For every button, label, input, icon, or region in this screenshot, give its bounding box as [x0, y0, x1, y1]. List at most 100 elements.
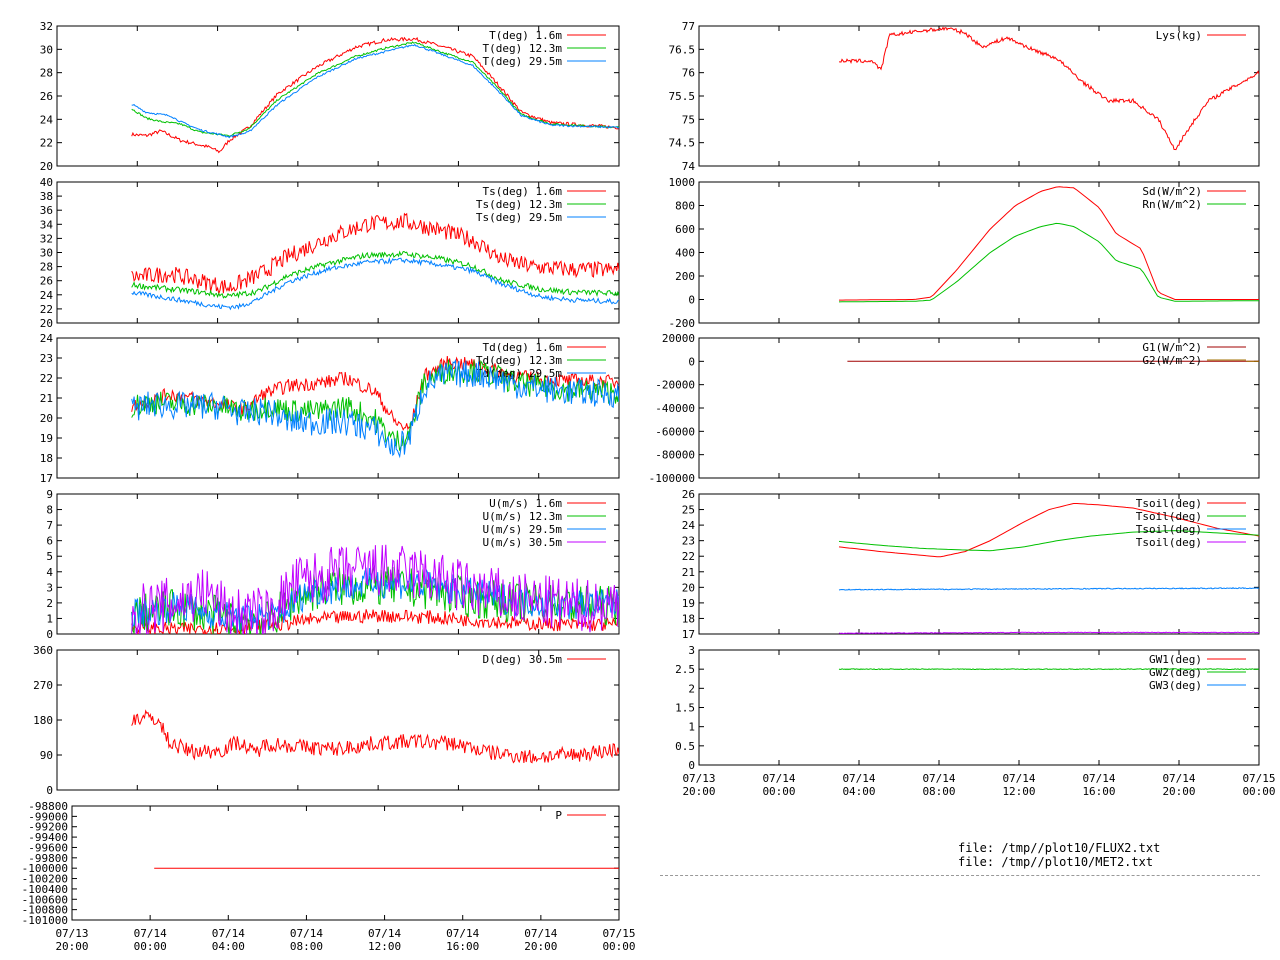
gw-xtick-date: 07/15: [1242, 772, 1275, 785]
soilflux-ytick-label: -80000: [655, 449, 695, 462]
gw-xtick-date: 07/14: [842, 772, 875, 785]
rad-ytick-label: 1000: [669, 176, 696, 189]
wind-ytick-label: 6: [46, 535, 53, 548]
pres-xtick-time: 08:00: [290, 940, 323, 953]
dir-ytick-label: 90: [40, 749, 53, 762]
temp-ytick-label: 28: [40, 67, 53, 80]
tsoil-ytick-label: 26: [682, 488, 695, 501]
pres-xtick-date: 07/14: [212, 927, 245, 940]
wind-ytick-label: 7: [46, 519, 53, 532]
tsoil-legend-label: Tsoil(deg): [1136, 510, 1202, 523]
soilflux-ytick-label: -40000: [655, 402, 695, 415]
temp-series-line: [131, 36, 619, 154]
gw-xtick-time: 16:00: [1082, 785, 1115, 798]
pres-ytick-label: -100200: [22, 873, 68, 886]
dir-ytick-label: 180: [33, 714, 53, 727]
td-legend-label: Td(deg) 1.6m: [483, 341, 563, 354]
temp-ytick-label: 30: [40, 43, 53, 56]
wind-legend-label: U(m/s) 30.5m: [483, 536, 563, 549]
wind-ytick-label: 9: [46, 488, 53, 501]
tsoil-ytick-label: 21: [682, 566, 695, 579]
lys-ytick-label: 77: [682, 20, 695, 33]
tsoil-frame: [698, 493, 1260, 635]
pres-frame: [71, 805, 620, 921]
pres-ytick-label: -99000: [28, 810, 68, 823]
rad-ytick-label: 600: [675, 223, 695, 236]
rad-legend-label: Rn(W/m^2): [1142, 198, 1202, 211]
soilflux-ytick-label: 20000: [662, 332, 695, 345]
pres-xtick-time: 12:00: [368, 940, 401, 953]
dir-ytick-label: 270: [33, 679, 53, 692]
gw-legend-label: GW1(deg): [1149, 653, 1202, 666]
gw-xtick-date: 07/14: [1082, 772, 1115, 785]
wind-ytick-label: 3: [46, 581, 53, 594]
gw-xtick-date: 07/13: [682, 772, 715, 785]
pres-xtick-date: 07/14: [446, 927, 479, 940]
soilflux-ytick-label: 0: [688, 355, 695, 368]
lys-legend-label: Lys(kg): [1156, 29, 1202, 42]
gw-xtick-date: 07/14: [1002, 772, 1035, 785]
td-legend-label: Td(deg) 12.3m: [476, 354, 562, 367]
ts-legend-label: Ts(deg) 1.6m: [483, 185, 563, 198]
gw-ytick-label: 1: [688, 721, 695, 734]
soilflux-ytick-label: -100000: [649, 472, 695, 485]
ts-series-line: [131, 212, 619, 296]
rad-ytick-label: 200: [675, 270, 695, 283]
tsoil-ytick-label: 19: [682, 597, 695, 610]
pres-xtick-date: 07/15: [602, 927, 635, 940]
temp-ytick-label: 24: [40, 113, 54, 126]
soilflux-ytick-label: -20000: [655, 379, 695, 392]
td-legend-label: Td(deg) 29.5m: [476, 367, 562, 380]
ts-legend-label: Ts(deg) 29.5m: [476, 211, 562, 224]
rad-series-line: [838, 222, 1259, 303]
soilflux-legend-label: G1(W/m^2): [1142, 341, 1202, 354]
ts-ytick-label: 24: [40, 289, 54, 302]
file-note-met: file: /tmp//plot10/MET2.txt: [958, 855, 1154, 869]
pres-ytick-label: -99800: [28, 852, 68, 865]
gw-ytick-label: 0.5: [675, 740, 695, 753]
ts-series-line: [131, 256, 619, 311]
ts-ytick-label: 32: [40, 232, 53, 245]
ts-ytick-label: 34: [40, 218, 54, 231]
wind-ytick-label: 4: [46, 566, 53, 579]
temp-ytick-label: 22: [40, 137, 53, 150]
td-ytick-label: 17: [40, 472, 53, 485]
td-series-line: [131, 358, 619, 459]
td-frame: [56, 337, 620, 479]
pres-ytick-label: -99600: [28, 841, 68, 854]
tsoil-series-line: [838, 587, 1259, 591]
tsoil-series-line: [838, 530, 1259, 552]
gw-xtick-time: 20:00: [682, 785, 715, 798]
wind-ytick-label: 5: [46, 550, 53, 563]
pres-legend-label: P: [555, 809, 562, 822]
lys-ytick-label: 74: [682, 160, 696, 173]
dir-legend-label: D(deg) 30.5m: [483, 653, 563, 666]
dir-ytick-label: 0: [46, 784, 53, 797]
ts-ytick-label: 22: [40, 303, 53, 316]
wind-ytick-label: 1: [46, 612, 53, 625]
gw-xtick-time: 00:00: [1242, 785, 1275, 798]
temp-ytick-label: 20: [40, 160, 53, 173]
ts-series-line: [131, 250, 619, 299]
tsoil-ytick-label: 22: [682, 550, 695, 563]
ts-ytick-label: 36: [40, 204, 53, 217]
gw-xtick-date: 07/14: [762, 772, 795, 785]
gw-xtick-time: 12:00: [1002, 785, 1035, 798]
wind-ytick-label: 2: [46, 597, 53, 610]
gw-ytick-label: 0: [688, 759, 695, 772]
ts-legend-label: Ts(deg) 12.3m: [476, 198, 562, 211]
pres-xtick-time: 20:00: [55, 940, 88, 953]
dir-ytick-label: 360: [33, 644, 53, 657]
wind-frame: [56, 493, 620, 635]
wind-ytick-label: 0: [46, 628, 53, 641]
tsoil-ytick-label: 17: [682, 628, 695, 641]
ts-ytick-label: 38: [40, 190, 53, 203]
lys-series-line: [839, 26, 1259, 151]
gw-ytick-label: 2: [688, 682, 695, 695]
dir-series-line: [131, 709, 619, 764]
pres-xtick-date: 07/14: [134, 927, 167, 940]
td-ytick-label: 19: [40, 432, 53, 445]
td-ytick-label: 22: [40, 372, 53, 385]
ts-ytick-label: 28: [40, 261, 53, 274]
